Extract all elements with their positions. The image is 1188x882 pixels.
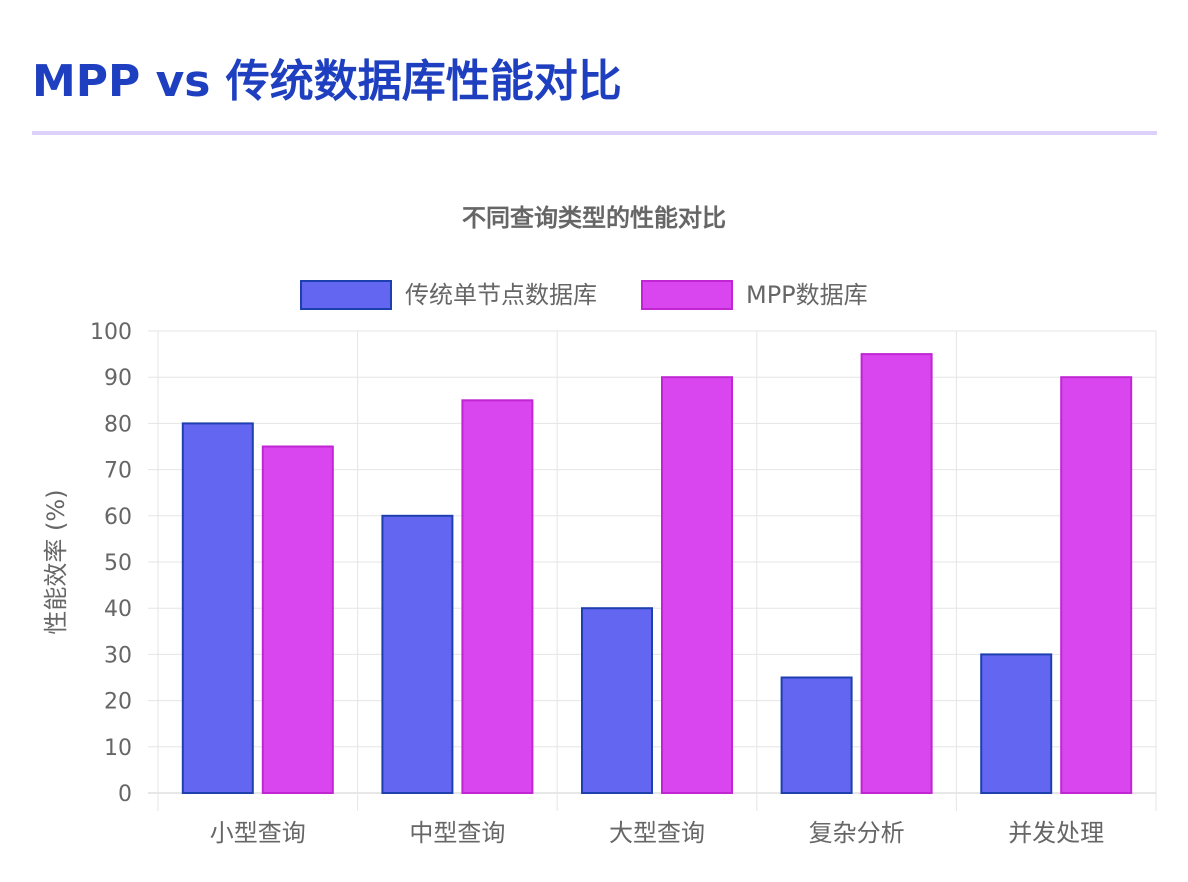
y-tick-label: 90: [104, 366, 132, 391]
x-tick-label: 小型查询: [210, 819, 306, 847]
bar-traditional: [381, 514, 454, 794]
bar-traditional: [780, 676, 853, 794]
y-tick-label: 40: [104, 597, 132, 622]
axes: 0 10 20 30 40 50 60 70 80 90 100 小型查询 中型查询 大型查询 复杂分析 并发…: [90, 320, 1104, 847]
y-tick-label: 20: [104, 690, 132, 715]
y-tick-label: 10: [104, 736, 132, 761]
legend-label: MPP数据库: [746, 281, 868, 309]
y-axis-label: 性能效率 (%): [42, 489, 70, 634]
x-tick-label: 中型查询: [409, 819, 505, 847]
y-tick-label: 0: [118, 782, 132, 807]
bar-traditional: [980, 653, 1053, 795]
legend-swatch: [641, 280, 733, 310]
legend-label: 传统单节点数据库: [405, 281, 597, 309]
y-tick-label: 60: [104, 505, 132, 530]
bar-traditional: [181, 422, 254, 794]
legend-swatch: [300, 280, 392, 310]
chart-title: 不同查询类型的性能对比: [462, 204, 726, 232]
y-tick-label: 70: [104, 459, 132, 484]
bar-mpp: [860, 353, 933, 794]
title-divider: [32, 131, 1157, 135]
bar-mpp: [261, 445, 334, 794]
page-title: MPP vs 传统数据库性能对比: [32, 56, 622, 107]
bar-mpp: [1060, 376, 1133, 794]
y-tick-label: 100: [90, 320, 132, 345]
x-tick-label: 并发处理: [1008, 819, 1104, 847]
bars: [181, 353, 1133, 795]
legend: 传统单节点数据库 MPP数据库: [300, 280, 868, 310]
bar-traditional: [581, 607, 653, 795]
x-tick-label: 复杂分析: [809, 819, 905, 847]
y-tick-label: 80: [104, 412, 132, 437]
y-tick-label: 50: [104, 551, 132, 576]
y-tick-label: 30: [104, 643, 132, 668]
bar-mpp: [661, 376, 733, 794]
x-tick-label: 大型查询: [609, 819, 705, 847]
bar-mpp: [461, 399, 534, 794]
